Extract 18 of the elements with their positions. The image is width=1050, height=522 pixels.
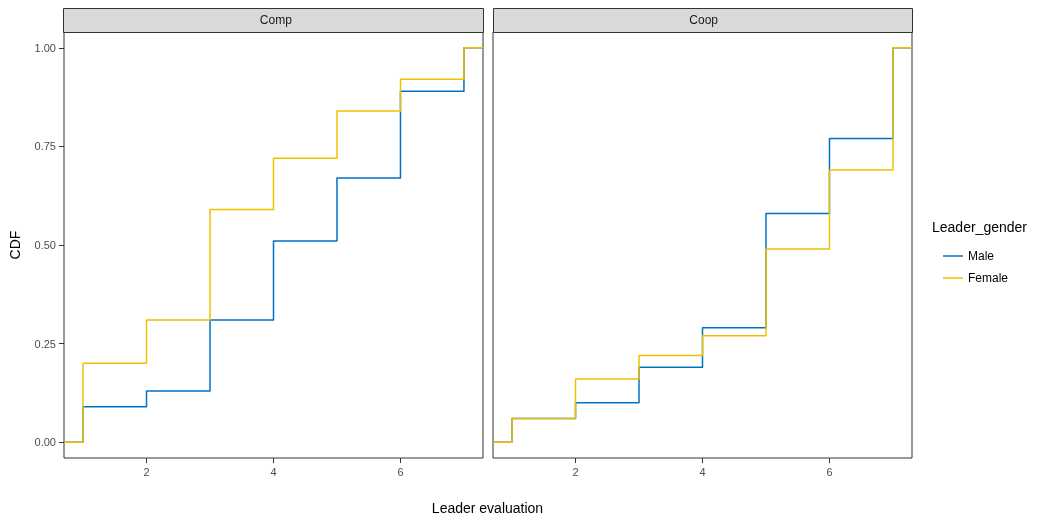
- chart-title: Coop: [689, 13, 719, 27]
- x-tick-label: 4: [270, 465, 277, 478]
- legend-label: Male: [968, 249, 995, 263]
- y-axis-title: CDF: [7, 230, 23, 260]
- y-tick-label: 0.25: [34, 337, 56, 350]
- x-axis-title: Leader evaluation: [430, 500, 545, 516]
- legend-label: Female: [968, 271, 1009, 285]
- y-tick-label: 1.00: [34, 41, 56, 54]
- x-tick-label: 6: [397, 465, 404, 478]
- x-tick-label: 6: [826, 465, 833, 478]
- y-tick-label: 0.75: [34, 140, 56, 153]
- chart-title: Comp: [259, 13, 293, 27]
- y-tick-label: 0.00: [34, 436, 56, 449]
- legend-title: Leader_gender: [932, 219, 1028, 235]
- x-tick-label: 2: [572, 465, 579, 478]
- x-tick-label: 2: [143, 465, 150, 478]
- x-tick-label: 4: [699, 465, 706, 478]
- y-tick-label: 0.50: [34, 239, 56, 251]
